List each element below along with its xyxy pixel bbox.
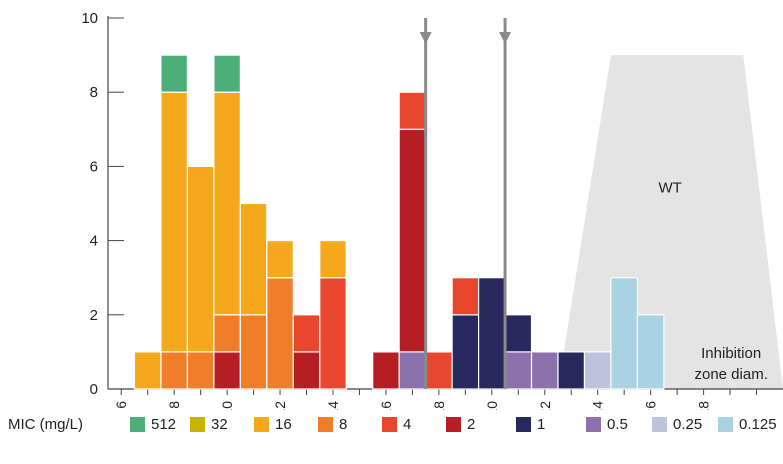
- x-tick-label: 26: [643, 401, 659, 410]
- legend-swatch: [516, 416, 531, 432]
- legend-label: 4: [403, 415, 412, 433]
- legend-item: 8: [318, 416, 347, 433]
- breakpoint-arrow-icon: [499, 32, 512, 44]
- legend-label: 512: [151, 415, 177, 433]
- bar-segment: [530, 351, 559, 390]
- legend-label: 1: [537, 415, 546, 433]
- legend-swatch: [318, 416, 333, 432]
- legend-item: 512: [130, 416, 176, 433]
- bar-segment: [160, 351, 189, 390]
- x-tick-label: 12: [272, 401, 288, 410]
- bar-segment: [451, 277, 480, 316]
- x-annotation-line1: Inhibition: [701, 345, 761, 362]
- bar-segment: [213, 54, 241, 93]
- bar-segment: [451, 314, 480, 390]
- legend-title: MIC (mg/L): [8, 415, 83, 433]
- x-tick-label: 18: [431, 401, 447, 410]
- bar-segment: [477, 277, 506, 390]
- x-tick-label: 14: [325, 401, 341, 410]
- legend-label: 16: [275, 415, 292, 433]
- legend-swatch: [652, 416, 667, 432]
- breakpoints-layer: [419, 18, 512, 389]
- x-tick-label: 6: [113, 401, 129, 409]
- bar-segment: [425, 351, 453, 390]
- x-tick-label: 20: [484, 401, 500, 410]
- bar-segment: [398, 128, 427, 353]
- wt-region-layer: [558, 55, 783, 389]
- breakpoint-arrow-icon: [419, 32, 432, 44]
- x-tick-label: 22: [537, 401, 553, 410]
- legend-label: 2: [467, 415, 476, 433]
- y-tick-label: 0: [90, 381, 98, 398]
- legend-item: 4: [382, 416, 411, 433]
- legend-swatch: [254, 416, 269, 432]
- bar-segment: [292, 314, 321, 353]
- bar-segment: [398, 91, 427, 130]
- bar-segment: [557, 351, 586, 390]
- legend-swatch: [190, 416, 205, 432]
- legend-label: 0.5: [607, 415, 628, 433]
- legend-item: 2: [446, 416, 475, 433]
- bar-segment: [160, 91, 189, 353]
- legend-item: 32: [190, 416, 228, 433]
- legend-label: 32: [211, 415, 228, 433]
- bar-segment: [239, 202, 268, 316]
- bar-segment: [133, 351, 162, 390]
- legend-item: 0.25: [652, 416, 702, 433]
- legend-item: 1: [516, 416, 545, 433]
- x-tick-label: 10: [219, 401, 235, 410]
- x-tick-label: 24: [590, 401, 606, 410]
- legend-swatch: [718, 416, 733, 432]
- bar-segment: [213, 351, 241, 390]
- bar-segment: [213, 314, 241, 353]
- legend: MIC (mg/L) 512 32 16 8 4 2 1 0.5 0.25 0.125: [8, 412, 777, 436]
- x-tick-label: 8: [166, 401, 182, 409]
- x-tick-label: 16: [378, 401, 394, 410]
- bar-segment: [319, 277, 347, 390]
- legend-swatch: [130, 416, 145, 432]
- bar-segment: [292, 351, 321, 390]
- bar-segment: [186, 351, 215, 390]
- legend-swatch: [586, 416, 601, 432]
- bar-segment: [319, 240, 347, 279]
- legend-swatch: [382, 416, 397, 432]
- bar-segment: [636, 314, 665, 390]
- bar-segment: [266, 240, 294, 279]
- legend-item: 0.125: [718, 416, 777, 433]
- legend-label: 0.125: [739, 415, 777, 433]
- bar-segment: [398, 351, 427, 390]
- bar-segment: [266, 277, 294, 390]
- bar-segment: [213, 91, 241, 316]
- x-tick-label: 28: [696, 401, 712, 410]
- bar-segment: [160, 54, 189, 93]
- legend-item: 0.5: [586, 416, 628, 433]
- bar-segment: [504, 314, 533, 353]
- y-tick-label: 4: [90, 233, 98, 250]
- legend-label: 0.25: [673, 415, 703, 433]
- y-tick-label: 8: [90, 84, 98, 101]
- legend-label: 8: [339, 415, 348, 433]
- bar-segment: [610, 277, 639, 390]
- x-annotation-line2: zone diam.: [694, 366, 767, 383]
- y-tick-label: 6: [90, 158, 98, 175]
- bar-segment: [372, 351, 400, 390]
- bar-segment: [583, 351, 612, 390]
- y-tick-label: 10: [81, 10, 98, 27]
- bar-segment: [504, 351, 533, 390]
- y-tick-label: 2: [90, 307, 98, 324]
- bar-segment: [186, 165, 215, 353]
- bar-segment: [239, 314, 268, 390]
- wt-region: [558, 55, 783, 389]
- wt-label: WT: [658, 179, 681, 196]
- legend-swatch: [446, 416, 461, 432]
- legend-item: 16: [254, 416, 292, 433]
